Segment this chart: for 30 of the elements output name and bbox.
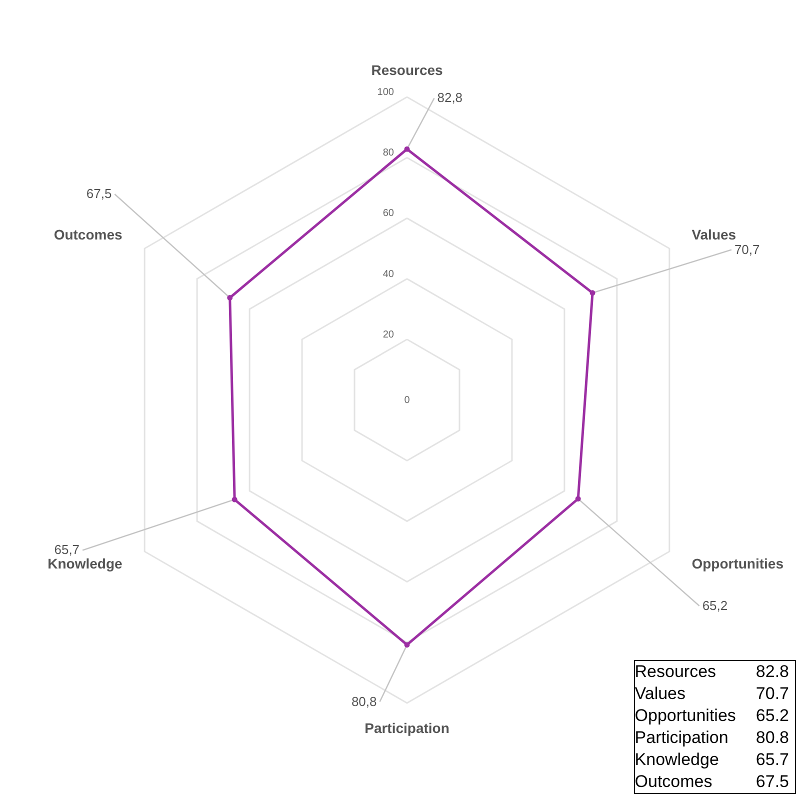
text: 80.8 xyxy=(754,727,790,749)
spoke-label: Knowledge xyxy=(48,555,122,572)
category-label: Outcomes xyxy=(634,772,712,791)
text: 67.5 xyxy=(754,771,790,793)
data-label: 80,8 xyxy=(351,694,377,709)
category-label: Resources xyxy=(634,662,716,681)
data-label: 65,2 xyxy=(702,598,728,613)
y-tick-label: 80 xyxy=(382,148,394,159)
text: 65.7 xyxy=(754,749,790,771)
y-tick-label: 0 xyxy=(404,395,410,406)
spoke-label: Values xyxy=(692,226,736,243)
y-tick-label: 40 xyxy=(382,268,394,280)
y-tick-label: 20 xyxy=(382,329,394,340)
spoke-label: Opportunities xyxy=(692,555,784,572)
data-label: 70,7 xyxy=(734,242,760,257)
data-label: 67,5 xyxy=(86,186,112,202)
spoke-label: Participation xyxy=(364,720,450,736)
spoke-label: Resources xyxy=(371,62,444,78)
text: 82.8 xyxy=(754,661,790,683)
data-label: 65,7 xyxy=(54,542,80,558)
y-tick-label: 60 xyxy=(382,208,394,220)
spoke-label: Outcomes xyxy=(54,226,122,243)
data-label: 82,8 xyxy=(437,90,463,106)
text: 70.7 xyxy=(754,683,790,705)
y-tick-label: 100 xyxy=(377,87,394,98)
text: 65.2 xyxy=(754,705,790,727)
category-label: Opportunities xyxy=(634,706,736,725)
category-label: Participation xyxy=(634,728,728,747)
category-label: Knowledge xyxy=(634,750,719,769)
category-label: Values xyxy=(634,684,686,703)
